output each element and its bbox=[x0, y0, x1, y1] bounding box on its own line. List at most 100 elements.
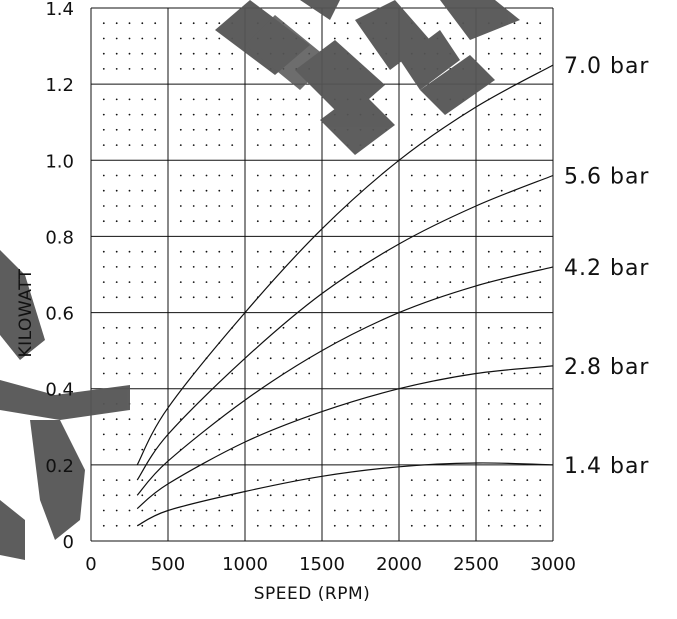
grid-dot bbox=[423, 113, 426, 116]
grid-dot bbox=[526, 205, 529, 207]
grid-dot bbox=[346, 326, 349, 329]
grid-dot bbox=[154, 281, 157, 283]
grid-dot bbox=[487, 220, 490, 223]
grid-dot bbox=[115, 448, 118, 451]
grid-dot bbox=[295, 342, 298, 344]
grid-dot bbox=[372, 189, 375, 192]
grid-dot bbox=[154, 433, 157, 436]
grid-dot bbox=[192, 479, 195, 481]
grid-dot bbox=[423, 205, 426, 207]
grid-dot bbox=[218, 281, 221, 283]
grid-dot bbox=[141, 220, 144, 223]
grid-dot bbox=[526, 296, 529, 299]
grid-dot bbox=[385, 524, 388, 527]
grid-dot bbox=[449, 357, 452, 360]
grid-dot bbox=[308, 205, 311, 207]
grid-dot bbox=[115, 68, 118, 70]
grid-dot bbox=[179, 509, 182, 512]
grid-dot bbox=[256, 174, 259, 177]
grid-dot bbox=[462, 220, 465, 223]
grid-dot bbox=[256, 418, 259, 421]
grid-dot bbox=[423, 494, 426, 497]
grid-dot bbox=[539, 433, 542, 436]
grid-dot bbox=[295, 448, 298, 451]
grid-dot bbox=[269, 403, 272, 405]
grid-dot bbox=[231, 68, 234, 70]
grid-dot bbox=[269, 296, 272, 299]
grid-dot bbox=[282, 524, 285, 527]
grid-dot bbox=[385, 266, 388, 268]
grid-dot bbox=[218, 357, 221, 360]
grid-dot bbox=[333, 250, 336, 253]
grid-dot bbox=[308, 326, 311, 329]
grid-dot bbox=[359, 52, 362, 55]
grid-dot bbox=[385, 479, 388, 481]
grid-dot bbox=[192, 509, 195, 512]
grid-dot bbox=[128, 418, 131, 421]
grid-dot bbox=[539, 174, 542, 177]
grid-dot bbox=[269, 326, 272, 329]
grid-dot bbox=[128, 128, 131, 131]
grid-dot bbox=[218, 372, 221, 375]
grid-dot bbox=[372, 479, 375, 481]
grid-dot bbox=[256, 372, 259, 375]
grid-dot bbox=[359, 372, 362, 375]
grid-dot bbox=[487, 189, 490, 192]
grid-dot bbox=[115, 509, 118, 512]
grid-dot bbox=[115, 326, 118, 329]
grid-dot bbox=[205, 68, 208, 70]
grid-dot bbox=[102, 494, 105, 497]
grid-dot bbox=[295, 281, 298, 283]
grid-dot bbox=[423, 144, 426, 147]
grid-dot bbox=[436, 174, 439, 177]
grid-dot bbox=[218, 189, 221, 192]
grid-dot bbox=[115, 357, 118, 360]
grid-dot bbox=[179, 205, 182, 207]
grid-dot bbox=[141, 296, 144, 299]
grid-dot bbox=[295, 250, 298, 253]
grid-dot bbox=[513, 52, 516, 55]
grid-dot bbox=[102, 144, 105, 147]
grid-dot bbox=[539, 524, 542, 527]
grid-dot bbox=[500, 372, 503, 375]
grid-dot bbox=[410, 342, 413, 344]
grid-dot bbox=[423, 22, 426, 25]
grid-dot bbox=[333, 326, 336, 329]
grid-dot bbox=[500, 479, 503, 481]
grid-dot bbox=[346, 189, 349, 192]
grid-dot bbox=[449, 403, 452, 405]
grid-dot bbox=[205, 52, 208, 55]
grid-dot bbox=[423, 342, 426, 344]
grid-dot bbox=[231, 220, 234, 223]
grid-dot bbox=[115, 52, 118, 55]
grid-dot bbox=[205, 509, 208, 512]
grid-dot bbox=[539, 372, 542, 375]
grid-dot bbox=[102, 326, 105, 329]
grid-dot bbox=[436, 220, 439, 223]
grid-dot bbox=[231, 418, 234, 421]
grid-dot bbox=[462, 509, 465, 512]
grid-dot bbox=[231, 266, 234, 268]
grid-dot bbox=[385, 418, 388, 421]
grid-dot bbox=[487, 326, 490, 329]
grid-dot bbox=[218, 144, 221, 147]
grid-dot bbox=[128, 266, 131, 268]
grid-dot bbox=[128, 98, 131, 101]
grid-dot bbox=[308, 113, 311, 116]
grid-dot bbox=[449, 37, 452, 40]
grid-dot bbox=[102, 357, 105, 360]
grid-dot bbox=[410, 494, 413, 497]
grid-dot bbox=[256, 113, 259, 116]
grid-dot bbox=[410, 357, 413, 360]
grid-dot bbox=[154, 52, 157, 55]
grid-dot bbox=[359, 37, 362, 40]
grid-dot bbox=[308, 296, 311, 299]
grid-dot bbox=[218, 494, 221, 497]
grid-dot bbox=[526, 403, 529, 405]
grid-dot bbox=[487, 494, 490, 497]
grid-dot bbox=[423, 372, 426, 375]
grid-dot bbox=[231, 189, 234, 192]
grid-dot bbox=[192, 524, 195, 527]
grid-dot bbox=[102, 68, 105, 70]
grid-dot bbox=[179, 326, 182, 329]
